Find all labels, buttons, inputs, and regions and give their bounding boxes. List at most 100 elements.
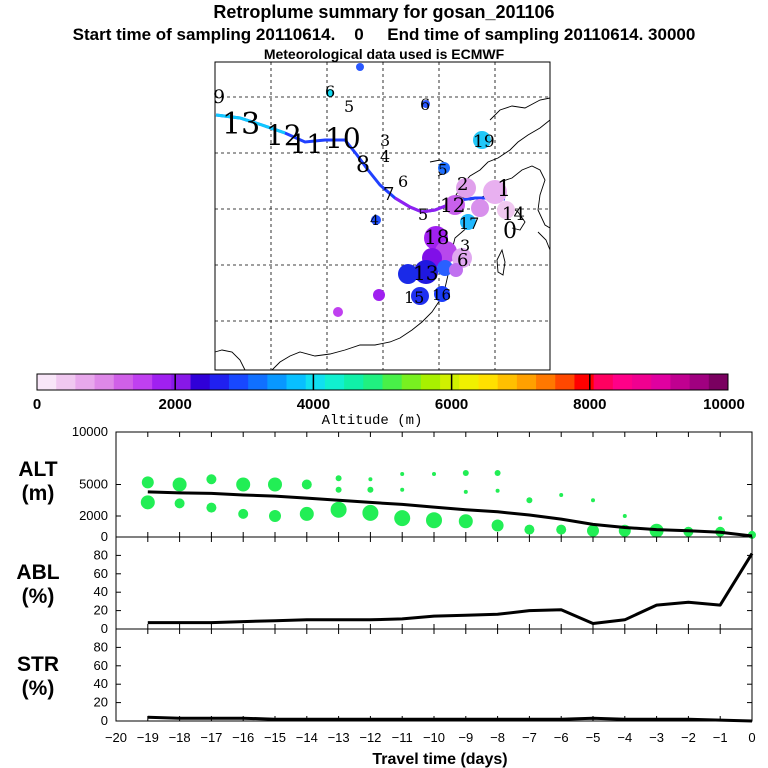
colorbar-swatch xyxy=(401,374,422,390)
x-tick-label: −7 xyxy=(522,730,537,745)
altitude-cluster-point xyxy=(462,469,469,476)
colorbar-swatch xyxy=(593,374,614,390)
colorbar-swatch xyxy=(305,374,326,390)
alt-panel-unit: (m) xyxy=(22,482,55,505)
x-tick-label: −2 xyxy=(681,730,696,745)
y-tick-label: 5000 xyxy=(79,477,108,492)
y-tick-label: 0 xyxy=(101,529,108,544)
altitude-cluster-point xyxy=(458,514,473,529)
y-tick-label: 0 xyxy=(101,621,108,636)
plume-clusters xyxy=(326,63,515,317)
altitude-cluster-point xyxy=(335,486,342,493)
cluster-marker xyxy=(411,287,429,305)
altitude-cluster-point xyxy=(400,487,405,492)
x-tick-label: −4 xyxy=(617,730,632,745)
altitude-cluster-point xyxy=(172,477,187,492)
traj-label-9: 9 xyxy=(213,86,225,108)
cluster-marker xyxy=(438,162,450,174)
cluster-marker xyxy=(356,63,364,71)
cluster-label-13: 13 xyxy=(413,261,438,285)
time-series-panels: 02000500010000ALT(m)020406080ABL(%)02040… xyxy=(16,424,756,768)
colorbar-swatch xyxy=(612,374,633,390)
colorbar-swatch xyxy=(382,374,403,390)
cluster-marker xyxy=(373,289,385,301)
altitude-cluster-point xyxy=(495,488,500,493)
str-panel-label: STR xyxy=(17,653,59,676)
x-tick-label: −8 xyxy=(490,730,505,745)
x-tick-label: −13 xyxy=(328,730,350,745)
colorbar-swatch xyxy=(344,374,364,390)
cluster-marker xyxy=(434,286,450,302)
altitude-cluster-point xyxy=(206,474,217,485)
abl-panel-label: ABL xyxy=(16,561,59,584)
colorbar-tick-label: 4000 xyxy=(297,396,330,413)
colorbar-swatch xyxy=(286,374,307,390)
colorbar-tick-label: 10000 xyxy=(703,396,745,413)
colorbar-swatch xyxy=(555,374,575,390)
traj-label-7: 7 xyxy=(383,184,394,205)
cluster-marker xyxy=(422,100,430,108)
colorbar-swatch xyxy=(536,374,556,390)
y-tick-label: 0 xyxy=(101,713,108,728)
altitude-cluster-point xyxy=(141,476,154,489)
x-tick-label: −11 xyxy=(392,730,413,745)
altitude-cluster-point xyxy=(174,498,185,509)
cluster-label-4: 4 xyxy=(370,213,379,229)
colorbar-swatch xyxy=(574,374,595,390)
colorbar-swatch xyxy=(632,374,652,390)
cluster-label-6c: 6 xyxy=(457,250,468,271)
cluster-marker xyxy=(414,260,438,284)
colorbar-swatch xyxy=(497,374,518,390)
colorbar-swatch xyxy=(516,374,537,390)
abl-panel-unit: (%) xyxy=(22,585,55,608)
cluster-marker xyxy=(437,260,453,276)
cluster-marker xyxy=(333,307,343,317)
altitude-cluster-point xyxy=(335,475,342,482)
alt-panel-label: ALT xyxy=(18,458,57,481)
colorbar-swatch xyxy=(459,374,479,390)
traj-label-1: 1 xyxy=(497,177,511,202)
x-axis-title: Travel time (days) xyxy=(372,751,507,768)
traj-label-6: 6 xyxy=(398,172,408,191)
altitude-cluster-point xyxy=(362,504,379,521)
trajectory-path-early xyxy=(215,113,286,135)
cluster-marker xyxy=(445,195,465,215)
abl-series-line xyxy=(147,552,754,625)
colorbar-swatch xyxy=(363,374,383,390)
traj-label-3: 3 xyxy=(380,131,390,150)
cluster-marker xyxy=(471,199,489,217)
altitude-colorbar: 0 2000 4000 6000 8000 10000 xyxy=(33,373,745,413)
altitude-cluster-point xyxy=(526,497,533,504)
traj-label-8: 8 xyxy=(356,153,370,178)
cluster-label-12: 12 xyxy=(440,193,465,217)
altitude-cluster-point xyxy=(394,510,411,527)
x-tick-label: −1 xyxy=(713,730,728,745)
cluster-label-16: 16 xyxy=(432,286,451,304)
colorbar-swatch xyxy=(267,374,287,390)
colorbar-tick-label: 8000 xyxy=(573,396,606,413)
cluster-label-18: 18 xyxy=(424,225,449,249)
trajectory-path-late xyxy=(394,196,449,214)
colorbar-swatch xyxy=(228,374,249,390)
traj-label-10: 10 xyxy=(325,122,361,155)
cluster-label-3: 3 xyxy=(460,236,470,255)
cluster-day-labels: 19 18 17 16 15 14 13 12 6 6 5 5 4 3 6 xyxy=(325,82,525,307)
colorbar-swatch xyxy=(190,374,211,390)
colorbar-swatch xyxy=(132,374,153,390)
alt-series-line xyxy=(147,490,753,538)
y-tick-label: 20 xyxy=(94,695,108,710)
colorbar-swatch xyxy=(94,374,115,390)
altitude-cluster-point xyxy=(301,479,312,490)
colorbar-swatch xyxy=(75,374,95,390)
cluster-marker xyxy=(452,248,472,268)
altitude-cluster-point xyxy=(426,512,442,529)
altitude-cluster-point xyxy=(368,477,373,482)
x-tick-label: −20 xyxy=(105,730,127,745)
y-tick-label: 10000 xyxy=(72,424,108,439)
cluster-label-14: 14 xyxy=(502,204,525,225)
colorbar-swatch xyxy=(689,374,710,390)
colorbar-swatch xyxy=(152,374,172,390)
x-tick-label: −17 xyxy=(200,730,222,745)
altitude-cluster-point xyxy=(494,469,501,476)
colorbar-swatch xyxy=(171,374,191,390)
